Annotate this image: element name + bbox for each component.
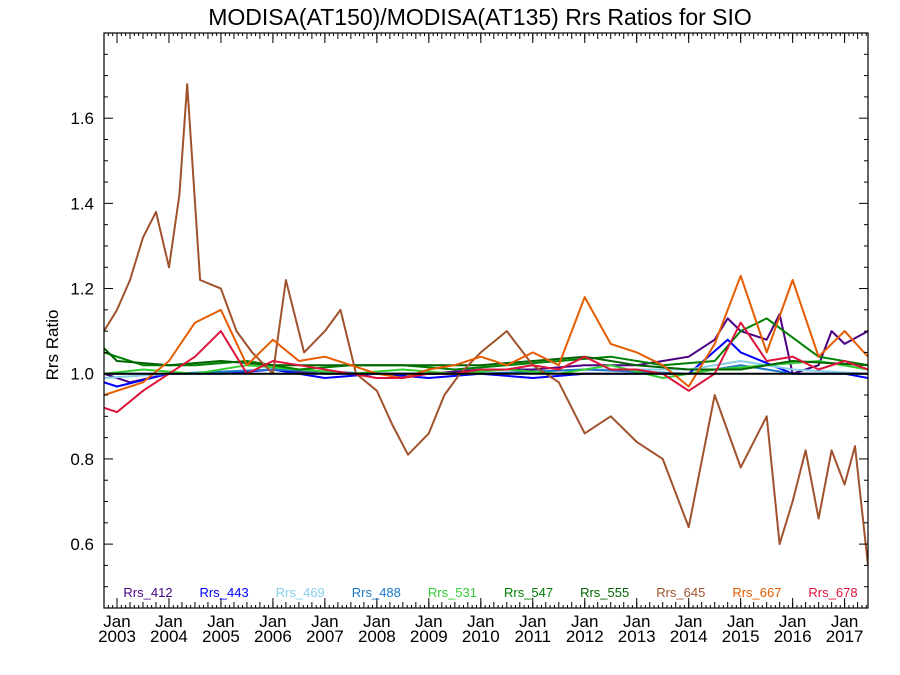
legend-item-rrs_469: Rrs_469 <box>276 585 325 600</box>
x-tick-year: 2014 <box>670 627 708 646</box>
y-tick-label: 1.4 <box>70 194 94 213</box>
x-tick-month: Jan <box>363 612 390 631</box>
legend-item-rrs_667: Rrs_667 <box>732 585 781 600</box>
x-tick-year: 2011 <box>514 627 551 646</box>
x-tick-year: 2015 <box>722 627 760 646</box>
plot-frame <box>103 32 869 609</box>
x-tick-month: Jan <box>207 612 234 631</box>
ticks-layer: 0.60.81.01.21.41.6Jan2003Jan2004Jan2005J… <box>70 33 868 646</box>
x-tick-year: 2009 <box>410 627 448 646</box>
y-tick-label: 1.6 <box>70 109 94 128</box>
legend-item-rrs_443: Rrs_443 <box>200 585 249 600</box>
x-tick-month: Jan <box>727 612 754 631</box>
x-tick-year: 2003 <box>98 627 136 646</box>
x-tick-year: 2012 <box>566 627 604 646</box>
x-tick-year: 2008 <box>358 627 396 646</box>
x-tick-month: Jan <box>571 612 598 631</box>
x-tick-month: Jan <box>779 612 806 631</box>
x-tick-month: Jan <box>675 612 702 631</box>
series-line-rrs_645 <box>104 83 868 566</box>
x-tick-month: Jan <box>415 612 442 631</box>
legend-item-rrs_555: Rrs_555 <box>580 585 629 600</box>
x-tick-year: 2016 <box>774 627 812 646</box>
x-tick-month: Jan <box>155 612 182 631</box>
series-line-rrs_667 <box>104 274 868 396</box>
x-tick-month: Jan <box>519 612 546 631</box>
series-line-rrs_678 <box>104 321 868 414</box>
x-tick-month: Jan <box>467 612 494 631</box>
chart-title: MODISA(AT150)/MODISA(AT135) Rrs Ratios f… <box>208 4 752 30</box>
legend-item-rrs_488: Rrs_488 <box>352 585 401 600</box>
y-tick-label: 0.8 <box>70 450 94 469</box>
x-tick-year: 2004 <box>150 627 188 646</box>
legend-item-rrs_678: Rrs_678 <box>808 585 857 600</box>
legend-item-rrs_645: Rrs_645 <box>656 585 705 600</box>
x-tick-year: 2010 <box>462 627 500 646</box>
y-axis-label: Rrs Ratio <box>43 310 62 381</box>
legend: Rrs_412 Rrs_443 Rrs_469 Rrs_488 Rrs_531 Rrs_5… <box>123 585 857 600</box>
x-tick-month: Jan <box>831 612 858 631</box>
x-tick-month: Jan <box>103 612 130 631</box>
y-tick-label: 1.2 <box>70 280 94 299</box>
x-tick-month: Jan <box>259 612 286 631</box>
x-tick-month: Jan <box>311 612 338 631</box>
y-tick-label: 1.0 <box>70 365 94 384</box>
legend-item-rrs_531: Rrs_531 <box>428 585 477 600</box>
legend-item-rrs_412: Rrs_412 <box>123 585 172 600</box>
x-tick-month: Jan <box>623 612 650 631</box>
x-tick-year: 2006 <box>254 627 292 646</box>
x-tick-year: 2017 <box>826 627 864 646</box>
series-layer <box>104 83 868 566</box>
x-tick-year: 2013 <box>618 627 656 646</box>
series-line-rrs_531 <box>104 360 868 379</box>
legend-item-rrs_547: Rrs_547 <box>504 585 553 600</box>
x-tick-year: 2005 <box>202 627 240 646</box>
x-tick-year: 2007 <box>306 627 344 646</box>
y-tick-label: 0.6 <box>70 535 94 554</box>
